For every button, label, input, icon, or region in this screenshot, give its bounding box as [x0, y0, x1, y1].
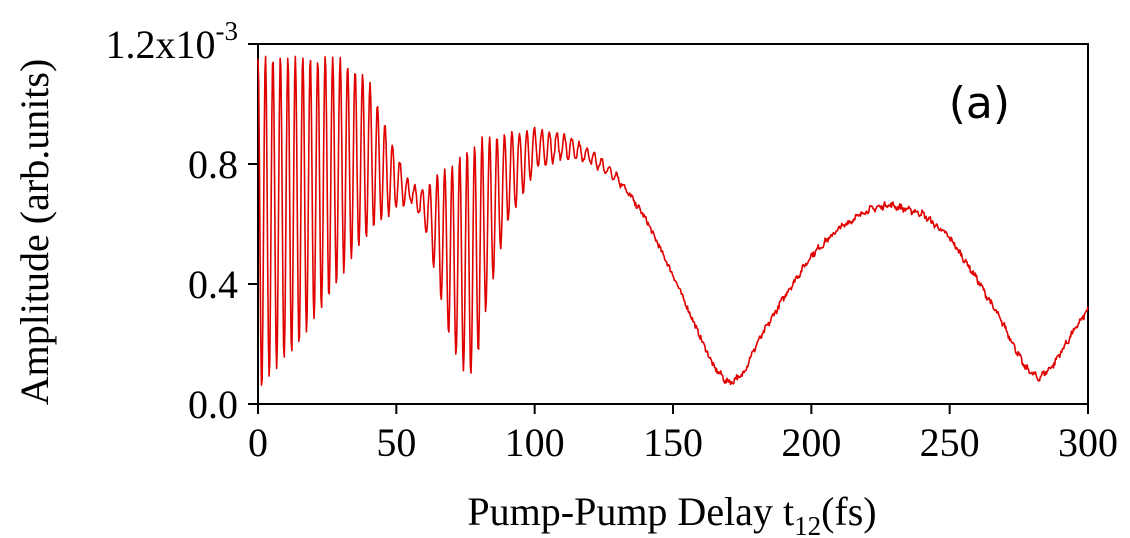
- y-top-exponent: -3: [216, 16, 239, 46]
- y-tick-label: 0.4: [188, 262, 238, 307]
- x-tick-label: 150: [643, 420, 703, 465]
- x-title-main: Pump-Pump Delay t: [467, 489, 794, 534]
- y-tick-label: 0.8: [188, 142, 238, 187]
- x-tick-label: 0: [248, 420, 268, 465]
- x-tick-label: 300: [1058, 420, 1118, 465]
- y-axis-ticks: 0.0 0.4 0.8: [188, 43, 258, 427]
- x-tick-label: 200: [781, 420, 841, 465]
- x-tick-label: 50: [376, 420, 416, 465]
- x-axis-title: Pump-Pump Delay t12(fs): [467, 489, 876, 538]
- x-title-subscript: 12: [794, 511, 821, 538]
- y-tick-label-top: 1.2x10-3: [106, 16, 239, 67]
- series-line: [257, 55, 1089, 386]
- x-title-suffix: (fs): [821, 489, 877, 534]
- y-axis-title: Amplitude (arb.units): [12, 59, 57, 406]
- y-tick-label: 0.0: [188, 382, 238, 427]
- panel-label: (a): [949, 78, 1010, 129]
- x-axis-ticks: 0 50 100 150 200 250 300: [248, 404, 1118, 465]
- x-tick-label: 100: [505, 420, 565, 465]
- x-tick-label: 250: [920, 420, 980, 465]
- y-top-base: 1.2x10: [106, 22, 216, 67]
